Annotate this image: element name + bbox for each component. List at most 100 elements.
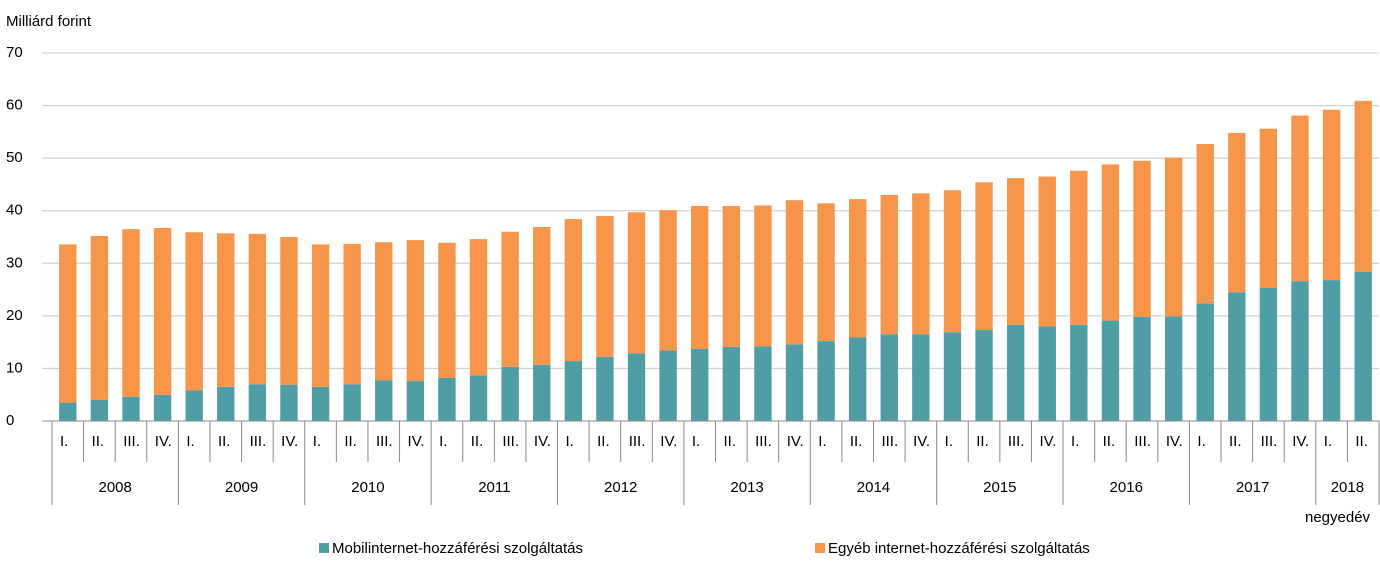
bar-segment xyxy=(406,240,425,382)
x-tick-label: III. xyxy=(629,433,646,450)
bar-segment xyxy=(722,205,740,347)
x-tick-label: IV. xyxy=(787,433,804,450)
x-tick-label: II. xyxy=(1103,433,1116,450)
bar-segment xyxy=(596,356,614,421)
x-tick-label: IV. xyxy=(534,433,551,450)
bar-segment xyxy=(469,375,488,421)
bar-segment xyxy=(817,341,835,421)
bar-segment xyxy=(1070,324,1088,421)
bar-segment xyxy=(1291,281,1309,421)
x-tick-label: II. xyxy=(976,433,989,450)
bar-segment xyxy=(1038,176,1056,327)
x-tick-label: III. xyxy=(755,433,772,450)
bar-segment xyxy=(217,386,235,421)
bar-segment xyxy=(880,334,898,421)
bar-segment xyxy=(912,334,930,421)
x-tick-label: I. xyxy=(186,433,194,450)
bar-segment xyxy=(153,394,172,421)
x-tick-label: III. xyxy=(881,433,898,450)
x-tick-label: IV. xyxy=(281,433,298,450)
bar-segment xyxy=(722,346,740,421)
x-tick-label: I. xyxy=(60,433,68,450)
bar-segment xyxy=(1228,132,1246,293)
x-tick-label: I. xyxy=(1324,433,1332,450)
x-tick-label: II. xyxy=(597,433,610,450)
x-tick-label: IV. xyxy=(1166,433,1183,450)
bar-segment xyxy=(691,348,709,421)
y-tick-label: 40 xyxy=(6,202,23,219)
bar-segment xyxy=(1196,303,1214,421)
y-axis-label: Milliárd forint xyxy=(6,13,92,30)
bar-segment xyxy=(501,366,519,421)
x-tick-label: IV. xyxy=(1039,433,1056,450)
year-label: 2018 xyxy=(1331,479,1364,496)
x-axis-label: negyedév xyxy=(1305,509,1371,526)
bar-segment xyxy=(754,205,772,347)
x-tick-label: I. xyxy=(692,433,700,450)
year-label: 2016 xyxy=(1110,479,1143,496)
bar-segment xyxy=(1228,292,1246,421)
bar-segment xyxy=(817,203,835,342)
bar-segment xyxy=(375,242,393,381)
year-label: 2011 xyxy=(478,479,510,496)
year-label: 2017 xyxy=(1236,479,1269,496)
x-tick-label: I. xyxy=(1197,433,1205,450)
bar-segment xyxy=(311,386,330,421)
legend-swatch xyxy=(815,543,825,553)
bar-segment xyxy=(59,402,77,421)
bar-segment xyxy=(343,384,361,421)
bar-segment xyxy=(248,384,267,421)
x-tick-label: I. xyxy=(566,433,574,450)
bar-segment xyxy=(1259,128,1278,288)
year-label: 2012 xyxy=(604,479,637,496)
x-tick-label: II. xyxy=(344,433,357,450)
year-label: 2010 xyxy=(351,479,384,496)
bar-segment xyxy=(912,193,930,335)
bar-segment xyxy=(564,361,583,421)
bar-segment xyxy=(975,182,993,331)
bar-segment xyxy=(248,233,267,385)
x-tick-label: IV. xyxy=(1292,433,1309,450)
x-tick-label: III. xyxy=(123,433,140,450)
bar-segment xyxy=(469,239,488,376)
bar-segment xyxy=(1164,157,1183,317)
bar-segment xyxy=(122,396,140,421)
year-label: 2008 xyxy=(99,479,132,496)
bar-segment xyxy=(1038,326,1056,421)
bar-segment xyxy=(880,194,898,335)
bar-segment xyxy=(375,380,393,421)
x-tick-label: II. xyxy=(1229,433,1242,450)
bar-segment xyxy=(1133,160,1151,317)
y-tick-label: 60 xyxy=(6,97,23,114)
bar-segment xyxy=(59,244,77,403)
bar-segment xyxy=(533,364,551,421)
x-tick-label: III. xyxy=(1261,433,1278,450)
bar-segment xyxy=(564,219,583,362)
bar-segment xyxy=(659,210,677,351)
bar-segment xyxy=(406,381,425,421)
bar-segment xyxy=(217,233,235,387)
bar-segment xyxy=(754,346,772,421)
bar-segment xyxy=(1354,271,1372,421)
bar-segment xyxy=(596,215,614,357)
bar-segment xyxy=(1354,100,1372,272)
bar-segment xyxy=(533,227,551,365)
bar-segment xyxy=(122,229,140,397)
bar-segment xyxy=(1101,164,1120,321)
bar-segment xyxy=(1259,287,1278,421)
x-tick-label: III. xyxy=(376,433,393,450)
bar-segment xyxy=(343,243,361,385)
y-tick-label: 30 xyxy=(6,254,23,271)
bar-segment xyxy=(90,235,109,400)
bar-segment xyxy=(185,232,203,391)
bar-segment xyxy=(1006,324,1025,421)
bar-segment xyxy=(311,244,330,387)
bar-segment xyxy=(1164,316,1183,421)
bar-segment xyxy=(848,199,867,338)
x-tick-label: I. xyxy=(1071,433,1079,450)
x-tick-label: II. xyxy=(92,433,105,450)
bar-segment xyxy=(501,231,519,367)
year-label: 2015 xyxy=(983,479,1016,496)
x-tick-label: III. xyxy=(1134,433,1151,450)
